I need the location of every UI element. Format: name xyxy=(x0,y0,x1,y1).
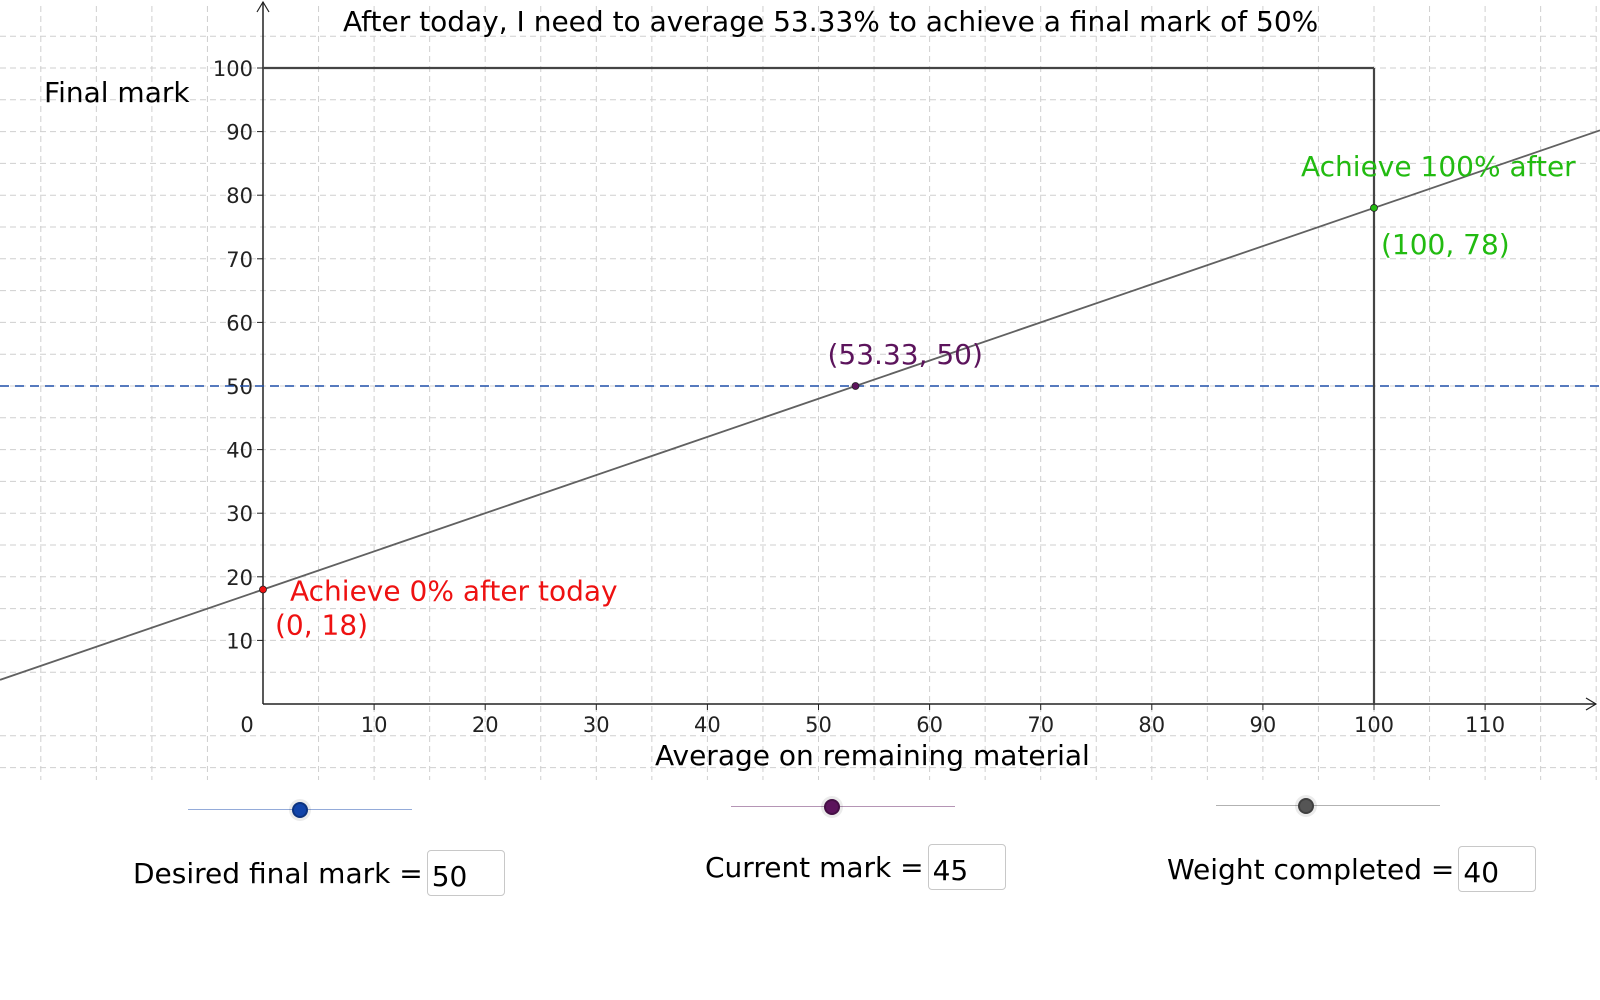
current-mark-row: Current mark = xyxy=(705,844,1006,890)
y-tick-label: 40 xyxy=(226,439,253,463)
point-label: (53.33, 50) xyxy=(827,338,982,371)
x-tick-label: 10 xyxy=(361,713,388,737)
x-axis-arrow-icon xyxy=(1585,697,1598,711)
current-mark-input[interactable] xyxy=(927,844,1006,890)
points[interactable]: (0, 18)Achieve 0% after today (53.33, 50)… xyxy=(259,150,1577,642)
y-tick-label: 30 xyxy=(226,502,253,526)
x-tick-label: 40 xyxy=(694,713,721,737)
x-tick-label: 70 xyxy=(1027,713,1054,737)
y-tick-label: 50 xyxy=(226,375,253,399)
x-tick-label: 90 xyxy=(1250,713,1277,737)
x-tick-label: 100 xyxy=(1354,713,1394,737)
y-tick-label: 60 xyxy=(226,311,253,335)
current-mark-label: Current mark = xyxy=(705,850,924,884)
x-axis-label: Average on remaining material xyxy=(655,739,1090,772)
y-tick-label: 80 xyxy=(226,184,253,208)
point-intersection[interactable] xyxy=(851,382,860,390)
x-tick-label: 110 xyxy=(1465,713,1505,737)
point-caption: Achieve 0% after today xyxy=(290,575,618,608)
current-mark-slider[interactable] xyxy=(731,795,955,819)
graph-view[interactable]: 0 10 20 30 40 50 60 70 80 90 100 110 10 20 30 40 50 60 70 8… xyxy=(0,0,1600,780)
desired-mark-slider[interactable] xyxy=(188,798,412,822)
x-tick-label: 80 xyxy=(1138,713,1165,737)
y-tick-label: 20 xyxy=(226,566,253,590)
x-tick-label: 50 xyxy=(805,713,832,737)
weight-completed-row: Weight completed = xyxy=(1167,846,1537,892)
reference-lines xyxy=(0,66,1600,704)
chart-title: After today, I need to average 53.33% to… xyxy=(343,5,1318,38)
y-tick-label: 90 xyxy=(226,121,253,145)
y-axis-label: Final mark xyxy=(44,76,190,109)
slider-handle[interactable] xyxy=(292,802,308,818)
series xyxy=(0,129,1600,681)
final-mark-line xyxy=(0,129,1600,681)
weight-completed-label: Weight completed = xyxy=(1167,852,1455,886)
y-tick-label: 10 xyxy=(226,629,253,653)
point-full-after-today[interactable] xyxy=(1370,204,1378,212)
y-axis-arrow-icon xyxy=(256,0,270,13)
x-tick-label: 20 xyxy=(472,713,499,737)
slider-track xyxy=(731,806,955,807)
slider-track xyxy=(1216,805,1440,806)
slider-handle[interactable] xyxy=(1297,798,1314,814)
x-tick-label: 60 xyxy=(916,713,943,737)
point-label: (0, 18) xyxy=(275,609,368,642)
point-zero-after-today[interactable] xyxy=(259,585,267,594)
point-label: (100, 78) xyxy=(1381,228,1510,261)
desired-mark-row: Desired final mark = xyxy=(133,850,505,896)
x-tick-label: 0 xyxy=(240,713,253,737)
x-tick-label: 30 xyxy=(583,713,610,737)
slider-handle[interactable] xyxy=(823,799,840,815)
grid xyxy=(0,6,1600,780)
axes: 0 10 20 30 40 50 60 70 80 90 100 110 10 20 30 40 50 60 70 8… xyxy=(213,0,1598,737)
desired-mark-label: Desired final mark = xyxy=(133,856,423,890)
weight-completed-input[interactable] xyxy=(1458,846,1537,892)
desired-mark-input[interactable] xyxy=(426,850,505,896)
point-caption: Achieve 100% after xyxy=(1301,150,1576,183)
y-tick-label: 70 xyxy=(226,248,253,272)
y-tick-label: 100 xyxy=(213,57,253,81)
weight-completed-slider[interactable] xyxy=(1216,794,1440,818)
